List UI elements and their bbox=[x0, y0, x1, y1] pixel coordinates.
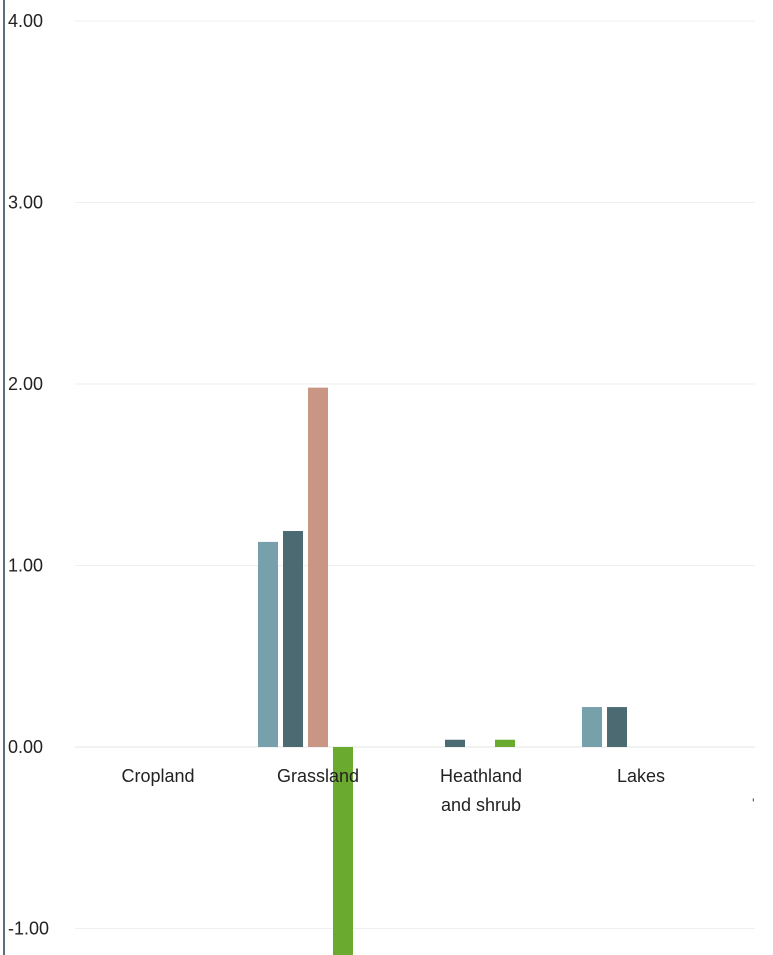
category-label: Grassland bbox=[277, 766, 359, 786]
bar-lakes-series-2 bbox=[607, 707, 627, 747]
y-tick-label: 1.00 bbox=[8, 556, 43, 576]
category-label: Heathland and shrub bbox=[440, 766, 522, 815]
category-label: Cropland bbox=[121, 766, 194, 786]
bar-lakes-series-1 bbox=[582, 707, 602, 747]
y-tick-label: 2.00 bbox=[8, 374, 43, 394]
bar-heathland-and-shrub-series-4 bbox=[495, 739, 515, 747]
bar-heathland-and-shrub-series-2 bbox=[445, 739, 465, 747]
bar-grassland-series-4 bbox=[333, 747, 353, 955]
y-tick-label: 0.00 bbox=[8, 737, 43, 757]
gridlines bbox=[75, 20, 755, 929]
x-axis-category-labels: Cropland Grassland Heathland and shrub Lakes bbox=[121, 766, 665, 815]
bar-grassland-series-3 bbox=[308, 387, 328, 747]
bar-grassland-series-2 bbox=[283, 531, 303, 747]
y-tick-label: 4.00 bbox=[8, 11, 43, 31]
cut-off-mark: ' bbox=[752, 795, 755, 811]
y-tick-label: 3.00 bbox=[8, 193, 43, 213]
y-axis-tick-labels: 4.00 3.00 2.00 1.00 0.00 -1.00 bbox=[8, 11, 49, 939]
bars bbox=[258, 387, 627, 955]
bar-grassland-series-1 bbox=[258, 541, 278, 747]
category-label: Lakes bbox=[617, 766, 665, 786]
y-tick-label: -1.00 bbox=[8, 919, 49, 939]
